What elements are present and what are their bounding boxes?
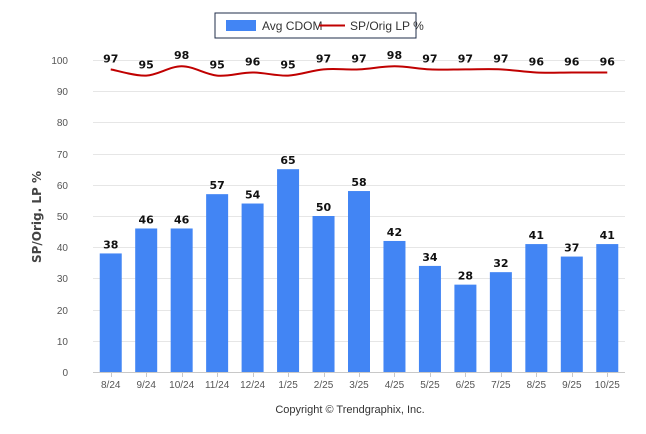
- x-tick-label: 5/25: [420, 380, 440, 391]
- x-tick-label: 8/24: [101, 380, 121, 391]
- bar-11/24: [206, 194, 229, 372]
- copyright-notice: Copyright © Trendgraphix, Inc.: [275, 404, 424, 416]
- legend-label-avg-cdom: Avg CDOM: [262, 19, 322, 33]
- x-tick-label: 9/24: [136, 380, 156, 391]
- x-tick-label: 12/24: [240, 380, 265, 391]
- line-value-label: 98: [387, 49, 402, 62]
- line-value-label: 97: [103, 52, 118, 65]
- line-value-label: 96: [564, 55, 580, 68]
- y-tick-label: 30: [57, 274, 69, 285]
- x-tick-label: 11/24: [205, 380, 230, 391]
- line-value-label: 97: [351, 52, 366, 65]
- line-value-label: 95: [139, 59, 154, 72]
- bar-value-label: 50: [316, 201, 332, 214]
- bar-value-label: 42: [387, 226, 402, 239]
- bar-12/24: [241, 203, 264, 372]
- bar-value-label: 32: [493, 257, 508, 270]
- line-value-label: 95: [209, 59, 224, 72]
- x-tick-label: 10/25: [595, 380, 620, 391]
- bar-value-label: 41: [600, 229, 615, 242]
- bar-value-label: 28: [458, 270, 473, 283]
- y-tick-label: 80: [57, 118, 69, 129]
- line-series: 97 95 98 95 96 95 97 97 98 97 97 97 96 96 96: [103, 49, 616, 77]
- x-tick-label: 8/25: [527, 380, 547, 391]
- bar-value-label: 46: [139, 213, 155, 226]
- y-tick-label: 40: [57, 243, 69, 254]
- bar-5/25: [418, 265, 441, 372]
- x-tick-label: 7/25: [491, 380, 511, 391]
- x-tick-label: 6/25: [456, 380, 476, 391]
- bar-10/24: [170, 228, 193, 372]
- bar-7/25: [489, 272, 512, 372]
- y-tick-label: 90: [57, 87, 69, 98]
- bar-9/25: [560, 256, 583, 372]
- x-tick-label: 4/25: [385, 380, 405, 391]
- bar-value-label: 46: [174, 213, 190, 226]
- bar-4/25: [383, 240, 406, 372]
- bar-value-label: 57: [209, 179, 224, 192]
- y-tick-label: 20: [57, 306, 69, 317]
- line-value-label: 97: [316, 52, 331, 65]
- bar-series: 38 46 46 57 54 65 50 58 42 34 28 32 41 37 41: [99, 154, 619, 372]
- line-value-label: 97: [493, 52, 508, 65]
- bar-value-label: 58: [351, 176, 366, 189]
- line-value-label: 95: [280, 59, 295, 72]
- line-value-label: 97: [422, 52, 437, 65]
- x-axis-ticks: 8/24 9/24 10/24 11/24 12/24 1/25 2/25 3/25 4/25 5…: [101, 372, 620, 391]
- x-tick-label: 9/25: [562, 380, 582, 391]
- bar-8/24: [99, 253, 122, 372]
- y-tick-label: 60: [57, 181, 69, 192]
- bar-6/25: [454, 284, 477, 372]
- x-tick-label: 10/24: [169, 380, 194, 391]
- line-value-label: 98: [174, 49, 189, 62]
- bar-value-label: 37: [564, 242, 579, 255]
- bar-3/25: [348, 191, 370, 372]
- x-tick-label: 3/25: [349, 380, 369, 391]
- y-tick-label: 100: [51, 56, 68, 67]
- y-tick-label: 50: [57, 212, 69, 223]
- bar-value-label: 38: [103, 238, 118, 251]
- bar-1/25: [277, 169, 300, 372]
- bar-value-label: 54: [245, 189, 261, 202]
- line-value-label: 97: [458, 52, 473, 65]
- y-tick-label: 0: [62, 368, 68, 379]
- bar-2/25: [312, 216, 335, 372]
- legend-label-sp-orig-lp: SP/Orig LP %: [350, 19, 424, 33]
- line-value-label: 96: [529, 55, 545, 68]
- bar-value-label: 65: [280, 154, 295, 167]
- x-tick-label: 2/25: [314, 380, 334, 391]
- bar-value-label: 41: [529, 229, 544, 242]
- chart-legend: Avg CDOM SP/Orig LP %: [214, 12, 424, 39]
- sp-orig-lp-line: [110, 65, 608, 77]
- line-value-label: 96: [600, 55, 616, 68]
- y-tick-label: 10: [57, 337, 69, 348]
- bar-10/25: [596, 244, 619, 372]
- legend-swatch-avg-cdom: [226, 20, 256, 31]
- line-value-label: 96: [245, 55, 261, 68]
- y-axis-ticks: 0 10 20 30 40 50 60 70 80 90 100: [51, 56, 68, 379]
- x-tick-label: 1/25: [278, 380, 298, 391]
- y-tick-label: 70: [57, 150, 69, 161]
- bar-value-label: 34: [422, 251, 438, 264]
- bar-8/25: [525, 244, 548, 372]
- bar-9/24: [135, 228, 158, 372]
- y-axis-label: SP/Orig. LP %: [30, 171, 44, 263]
